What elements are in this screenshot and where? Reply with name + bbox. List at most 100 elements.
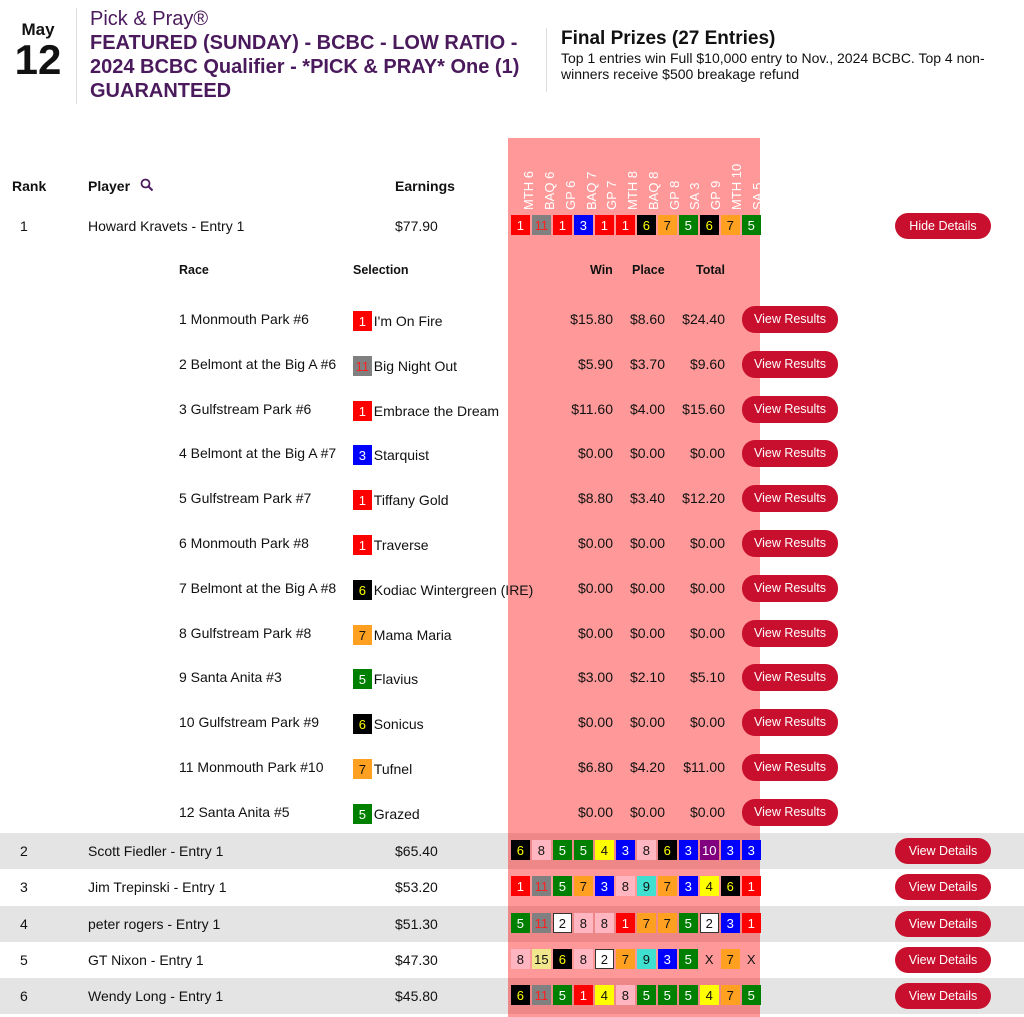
view-results-button[interactable]: View Results — [742, 306, 838, 333]
leaderboard-row: 6 Wendy Long - Entry 1 $45.80 6 11 5 1 4 8 5 5 5 4 7 5… — [0, 978, 1024, 1014]
selection: 1 Traverse — [353, 535, 429, 555]
view-results-button[interactable]: View Results — [742, 530, 838, 557]
view-results-button[interactable]: View Results — [742, 574, 838, 602]
race-header: SA 5 — [739, 140, 765, 212]
payout-total: $5.10 — [689, 669, 725, 686]
saddle-number: 5 — [353, 803, 372, 824]
saddle-number: 3 — [678, 876, 698, 896]
horse-name: Starquist — [373, 447, 430, 464]
saddle-number: 7 — [657, 876, 677, 896]
saddle-number: 1 — [353, 311, 372, 331]
payout-total: $0.00 — [689, 535, 725, 551]
earnings: $45.80 — [395, 988, 438, 1004]
view-details-button[interactable]: View Details — [895, 983, 991, 1009]
saddle-number: 5 — [741, 215, 761, 235]
leaderboard-row: 3 Jim Trepinski - Entry 1 $53.20 1 11 5 7 3 8 9 7 3… — [0, 869, 1024, 905]
details-header-race: Race — [179, 263, 209, 277]
saddle-number: 3 — [594, 876, 614, 896]
payout-total: $0.00 — [689, 714, 725, 731]
saddle-number: 5 — [552, 985, 572, 1005]
saddle-number: 1 — [594, 215, 614, 235]
race-name: 6 Monmouth Park #8 — [179, 535, 309, 551]
view-results-button[interactable]: View Results — [742, 440, 838, 468]
saddle-number: 4 — [699, 985, 719, 1005]
payout-win: $0.00 — [577, 714, 613, 731]
payout-place: $4.00 — [629, 400, 665, 417]
payout-win: $8.80 — [577, 490, 613, 507]
payout-total: $11.00 — [683, 759, 725, 775]
saddle-number: 7 — [573, 876, 593, 896]
date-month: May — [21, 20, 55, 39]
view-details-button[interactable]: View Details — [895, 838, 991, 864]
payout-place: $4.20 — [629, 759, 665, 775]
saddle-number: 2 — [552, 913, 572, 933]
leaderboard-row: 4 peter rogers - Entry 1 $51.30 5 11 2 8 8 1 7 7 5 2… — [0, 906, 1024, 942]
leaderboard-row: 2 Scott Fiedler - Entry 1 $65.40 6 8 5 5 4 3 8 6 3 1… — [0, 833, 1024, 869]
saddle-number: 1 — [615, 215, 635, 235]
selection: 6 Sonicus — [353, 714, 424, 735]
saddle-number: 3 — [741, 840, 761, 860]
race-headers: MTH 6 BAQ 6 GP 6 BAQ 7 GP 7 MTH 8 BAQ 8 GP 8 SA … — [508, 140, 765, 212]
payout-place: $8.60 — [629, 311, 665, 327]
saddle-number: 11 — [353, 355, 372, 376]
selection: 1 I'm On Fire — [353, 311, 443, 331]
race-header: GP 6 — [553, 140, 578, 212]
details-header-win: Win — [590, 263, 613, 277]
view-results-button[interactable]: View Results — [742, 798, 838, 826]
horse-name: I'm On Fire — [373, 313, 443, 329]
view-details-button[interactable]: View Details — [895, 947, 991, 973]
saddle-number: 5 — [636, 985, 656, 1005]
race-name: 3 Gulfstream Park #6 — [179, 400, 312, 417]
view-results-button[interactable]: View Results — [742, 754, 838, 781]
rank: 2 — [20, 843, 28, 859]
saddle-number: 4 — [594, 985, 614, 1005]
view-results-button[interactable]: View Results — [742, 709, 838, 737]
view-results-button[interactable]: View Results — [742, 350, 838, 378]
saddle-number: 6 — [636, 215, 656, 235]
payout-total: $0.00 — [689, 803, 725, 820]
saddle-number: 11 — [531, 876, 551, 896]
payout-win: $0.00 — [577, 535, 613, 551]
saddle-number: 1 — [573, 985, 593, 1005]
player-header-label: Player — [88, 178, 131, 194]
saddle-number: 7 — [657, 215, 677, 235]
saddle-number: 4 — [699, 876, 719, 896]
view-results-button[interactable]: View Results — [742, 619, 838, 647]
race-header: SA 3 — [677, 140, 702, 212]
horse-name: Big Night Out — [373, 357, 458, 374]
selection: 1 Embrace the Dream — [353, 400, 500, 421]
search-icon[interactable] — [140, 178, 154, 192]
details-row: 6 Monmouth Park #8 1 Traverse $0.00 $0.00 $0.… — [0, 523, 1024, 563]
saddle-number: 1 — [511, 215, 530, 235]
details-row: 5 Gulfstream Park #7 1 Tiffany Gold $8.80 $3… — [0, 478, 1024, 518]
view-results-button[interactable]: View Results — [742, 664, 838, 692]
payout-win: $0.00 — [577, 624, 613, 641]
view-details-button[interactable]: View Details — [895, 874, 991, 900]
payout-total: $24.40 — [682, 311, 725, 327]
saddle-number: 3 — [720, 840, 740, 860]
view-results-button[interactable]: View Results — [742, 485, 838, 513]
saddle-number: 7 — [657, 913, 677, 933]
picks: 6 11 5 1 4 8 5 5 5 4 7 5 — [511, 985, 761, 1005]
hide-details-button[interactable]: Hide Details — [895, 213, 991, 239]
saddle-number: 10 — [699, 840, 719, 860]
race-name: 10 Gulfstream Park #9 — [179, 714, 320, 731]
prizes-description: Top 1 entries win Full $10,000 entry to … — [561, 50, 985, 82]
horse-name: Kodiac Wintergreen (IRE) — [373, 581, 534, 598]
race-header: MTH 8 — [615, 140, 640, 212]
player-header[interactable]: Player — [88, 178, 154, 194]
saddle-number: 5 — [741, 985, 761, 1005]
date-day: 12 — [14, 36, 62, 83]
saddle-number: 1 — [741, 876, 761, 896]
race-header: MTH 6 — [511, 140, 536, 212]
horse-name: Embrace the Dream — [373, 402, 500, 419]
view-results-button[interactable]: View Results — [742, 395, 838, 423]
picks: 1 11 1 3 1 1 6 7 5 6 7 5 — [511, 215, 761, 235]
race-header: GP 7 — [594, 140, 619, 212]
saddle-number: 3 — [657, 949, 677, 969]
saddle-number: 8 — [636, 840, 656, 860]
payout-total: $0.00 — [689, 624, 725, 641]
view-details-button[interactable]: View Details — [895, 911, 991, 937]
rank-header: Rank — [12, 178, 47, 194]
payout-place: $3.40 — [629, 490, 665, 507]
